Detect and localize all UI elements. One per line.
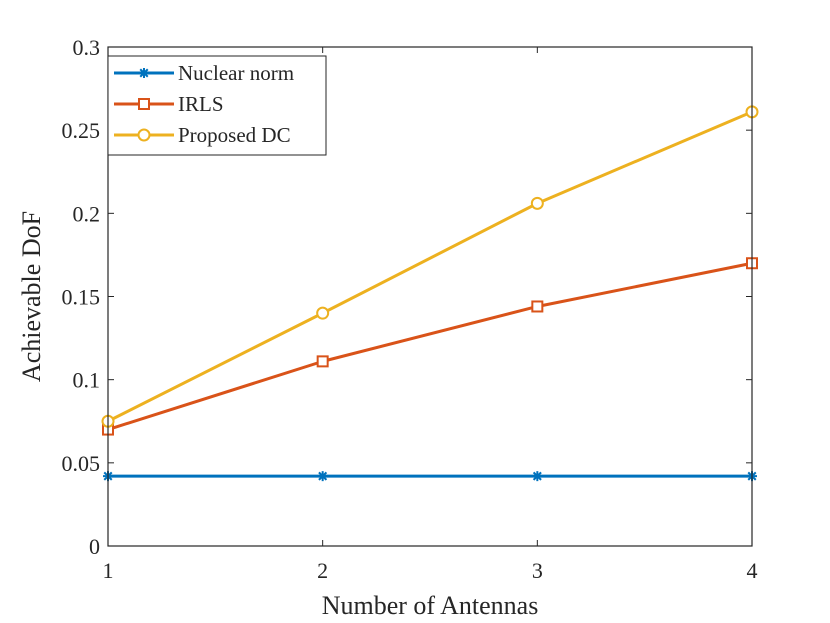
legend-marker-irls <box>138 98 150 110</box>
legend-marker-proposed-dc <box>137 128 151 142</box>
data-point-nuclear-norm <box>532 471 543 482</box>
asterisk-stroke <box>532 471 542 481</box>
asterisk-stroke <box>318 471 328 481</box>
x-tick-label: 2 <box>317 558 328 583</box>
legend-marker-nuclear-norm <box>139 68 149 78</box>
series-line-irls <box>107 261 753 431</box>
y-axis-label: Achievable DoF <box>17 211 46 382</box>
legend-label-irls: IRLS <box>178 92 224 116</box>
y-tick-label: 0.05 <box>62 451 101 476</box>
y-tick-label: 0.15 <box>62 285 101 310</box>
axes-box <box>107 46 753 547</box>
data-point-irls <box>531 300 544 313</box>
asterisk-stroke <box>139 68 149 78</box>
x-tick-label: 3 <box>532 558 543 583</box>
x-tick-label: 1 <box>103 558 114 583</box>
series-line-proposed-dc <box>107 110 753 423</box>
legend-label-proposed-dc: Proposed DC <box>178 123 291 147</box>
y-tick-label: 0 <box>89 534 100 559</box>
data-point-nuclear-norm <box>317 471 328 482</box>
legend-label-nuclear-norm: Nuclear norm <box>178 61 294 85</box>
y-tick-label: 0.25 <box>62 118 101 143</box>
data-point-proposed-dc <box>316 306 330 320</box>
legend: Nuclear norm IRLS Proposed DC <box>107 55 327 156</box>
axes-frame <box>107 46 753 547</box>
data-point-proposed-dc <box>530 196 544 210</box>
y-axis-ticks: 0 0.05 0.1 0.15 0.2 0.25 0.3 <box>62 35 752 559</box>
y-tick-label: 0.2 <box>73 201 101 226</box>
data-point-irls <box>316 355 329 368</box>
x-tick-label: 4 <box>747 558 758 583</box>
y-tick-label: 0.1 <box>73 368 101 393</box>
y-tick-label: 0.3 <box>73 35 101 60</box>
x-axis-label: Number of Antennas <box>322 591 539 620</box>
